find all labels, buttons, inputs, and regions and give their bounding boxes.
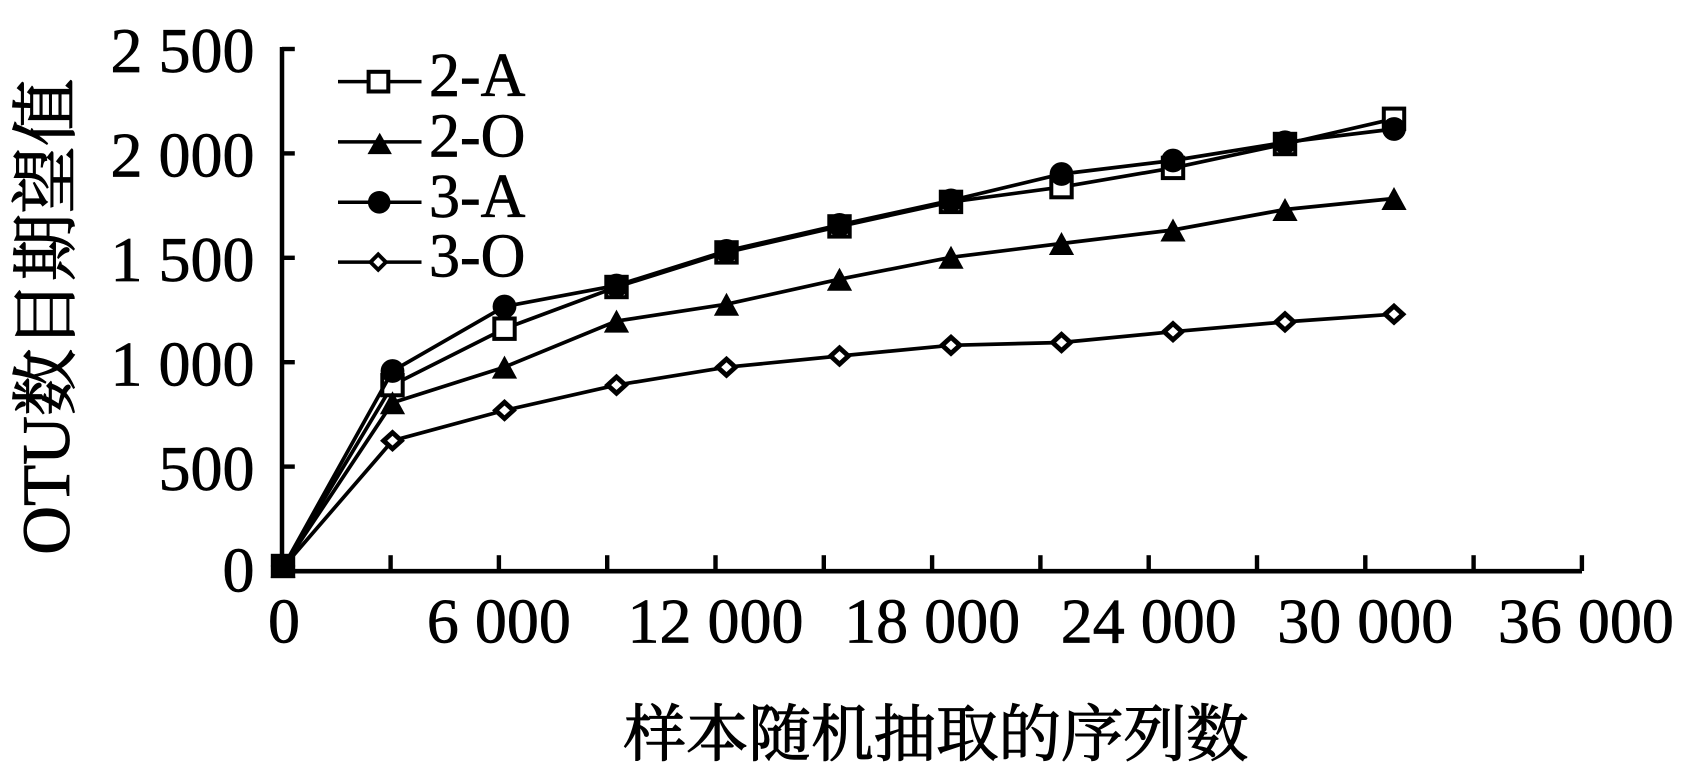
svg-text:6 000: 6 000 <box>427 586 571 657</box>
svg-text:24 000: 24 000 <box>1061 586 1237 657</box>
svg-text:1 000: 1 000 <box>111 328 255 399</box>
svg-text:3-A: 3-A <box>429 163 526 231</box>
svg-text:2-O: 2-O <box>429 102 525 170</box>
svg-text:1 500: 1 500 <box>111 224 255 295</box>
svg-text:36 000: 36 000 <box>1498 586 1674 657</box>
svg-text:OTU: OTU <box>9 416 84 555</box>
svg-text:2 000: 2 000 <box>111 120 255 191</box>
svg-text:18 000: 18 000 <box>844 586 1020 657</box>
svg-text:500: 500 <box>159 433 255 504</box>
svg-text:3-O: 3-O <box>429 223 525 291</box>
svg-text:12 000: 12 000 <box>628 586 804 657</box>
svg-text:30 000: 30 000 <box>1277 586 1453 657</box>
svg-text:0: 0 <box>268 586 300 657</box>
svg-text:2 500: 2 500 <box>111 15 255 86</box>
svg-text:0: 0 <box>223 535 255 606</box>
svg-text:2-A: 2-A <box>429 42 526 110</box>
